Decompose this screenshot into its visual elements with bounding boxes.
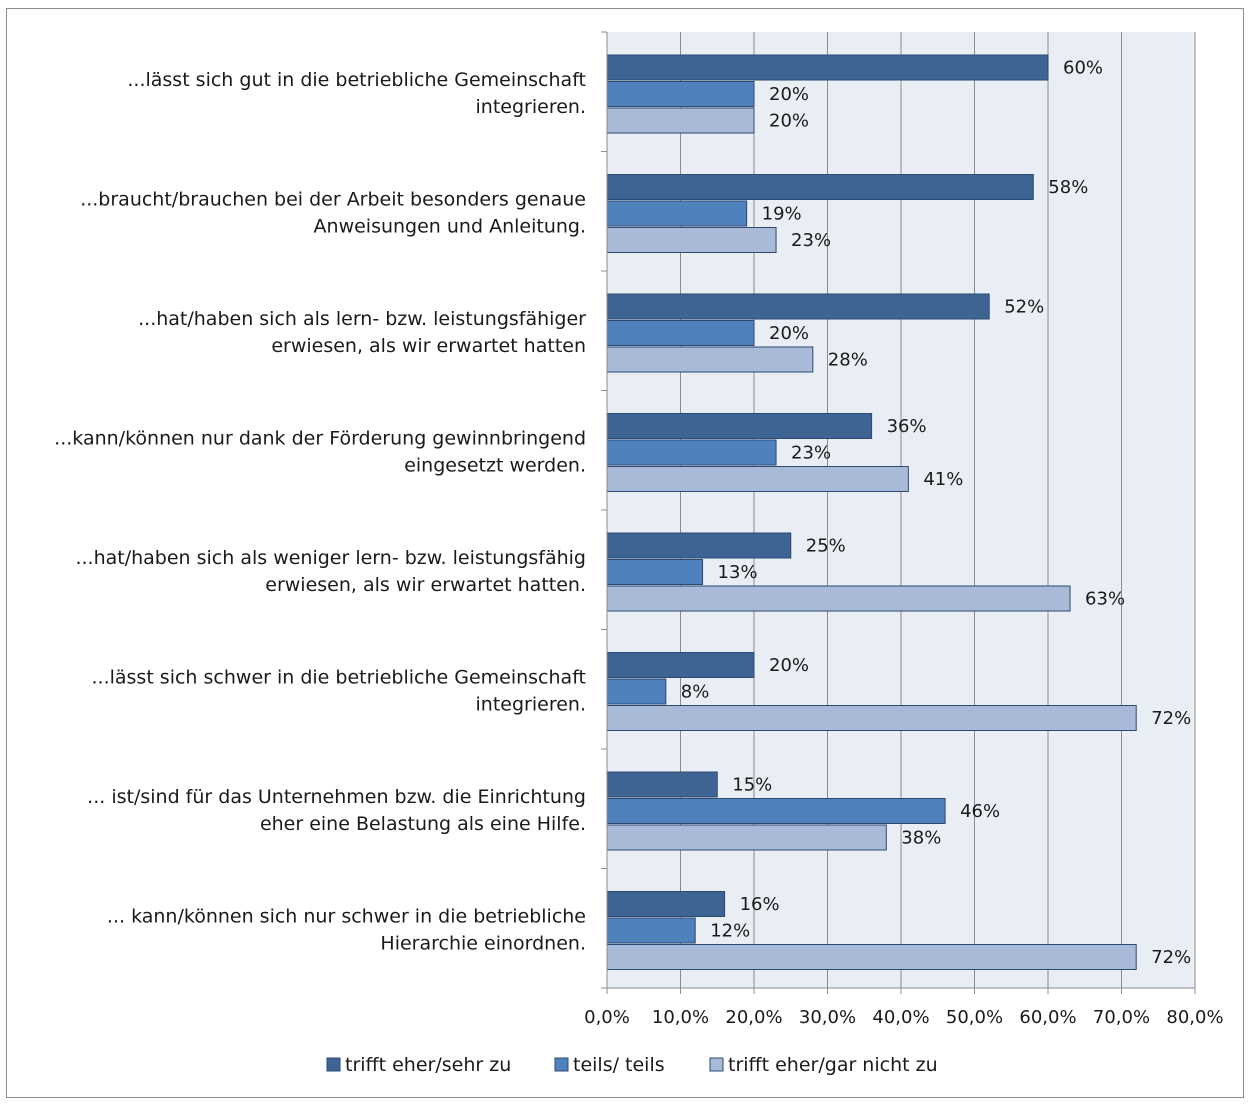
data-label: 23% — [791, 443, 831, 464]
bar — [606, 891, 726, 917]
bar — [606, 532, 792, 559]
x-tick-label: 50,0% — [946, 1007, 1003, 1028]
category-label: ...lässt sich schwer in die betriebliche… — [91, 667, 586, 689]
data-label: 58% — [1048, 177, 1088, 198]
bar — [606, 705, 1137, 731]
legend-swatch — [554, 1057, 569, 1072]
category-label: eher eine Belastung als eine Hilfe. — [260, 813, 586, 835]
x-tick-label: 70,0% — [1093, 1007, 1150, 1028]
bar — [606, 320, 755, 346]
data-label: 19% — [762, 204, 802, 225]
x-tick-label: 30,0% — [799, 1007, 856, 1028]
category-label: ...lässt sich gut in die betriebliche Ge… — [127, 69, 586, 91]
bar — [606, 81, 755, 107]
chart-frame: 60% 20% 20% 58% 19% 23% 52% 20% 28% 36% 23% 41% 25% 1… — [6, 8, 1244, 1098]
data-label: 28% — [828, 350, 868, 371]
category-label: Anweisungen und Anleitung. — [314, 216, 586, 238]
data-label: 20% — [769, 323, 809, 344]
x-tick-label: 80,0% — [1166, 1007, 1223, 1028]
bar — [606, 466, 909, 492]
x-tick-label: 40,0% — [872, 1007, 929, 1028]
data-label: 25% — [806, 536, 846, 557]
data-label: 41% — [923, 469, 963, 490]
bar-chart: 60% 20% 20% 58% 19% 23% 52% 20% 28% 36% 23% 41% 25% 1… — [54, 31, 1224, 1076]
bar — [606, 771, 718, 798]
data-label: 20% — [769, 655, 809, 676]
bar — [606, 200, 748, 227]
x-tick-label: 60,0% — [1019, 1007, 1076, 1028]
legend-label: trifft eher/gar nicht zu — [728, 1054, 938, 1076]
bar — [606, 652, 755, 678]
x-tick-label: 20,0% — [725, 1007, 782, 1028]
category-label: integrieren. — [476, 694, 586, 716]
bar — [606, 585, 1071, 612]
category-label: ...hat/haben sich als weniger lern- bzw.… — [75, 547, 586, 569]
data-label: 23% — [791, 230, 831, 251]
data-label: 38% — [901, 828, 941, 849]
category-label: Hierarchie einordnen. — [380, 933, 586, 955]
data-label: 46% — [960, 801, 1000, 822]
bar — [606, 346, 814, 373]
legend-swatch — [326, 1057, 341, 1072]
category-label: erwiesen, als wir erwartet hatten. — [265, 574, 586, 596]
bar — [606, 54, 1049, 81]
bar — [606, 944, 1137, 970]
data-label: 72% — [1151, 947, 1191, 968]
category-label: ... ist/sind für das Unternehmen bzw. di… — [87, 786, 586, 808]
bar — [606, 227, 777, 253]
bar — [606, 917, 696, 944]
data-label: 20% — [769, 111, 809, 132]
data-label: 16% — [740, 894, 780, 915]
data-label: 60% — [1063, 58, 1103, 79]
bar — [606, 293, 990, 320]
legend-label: teils/ teils — [573, 1054, 665, 1076]
category-label: ...hat/haben sich als lern- bzw. leistun… — [138, 308, 586, 330]
category-label: ... kann/können sich nur schwer in die b… — [107, 906, 586, 928]
legend-swatch — [709, 1057, 724, 1072]
bar — [606, 559, 704, 585]
data-label: 36% — [887, 416, 927, 437]
data-label: 8% — [681, 682, 710, 703]
data-label: 63% — [1085, 589, 1125, 610]
bar — [606, 824, 887, 851]
bar — [606, 439, 777, 466]
data-label: 15% — [732, 775, 772, 796]
category-label: integrieren. — [476, 96, 586, 118]
bar — [606, 413, 873, 439]
bar — [606, 107, 755, 134]
category-label: eingesetzt werden. — [404, 455, 586, 477]
data-label: 20% — [769, 84, 809, 105]
data-label: 13% — [718, 562, 758, 583]
x-tick-label: 10,0% — [652, 1007, 709, 1028]
data-label: 52% — [1004, 297, 1044, 318]
category-label: erwiesen, als wir erwartet hatten — [271, 335, 586, 357]
data-label: 12% — [710, 921, 750, 942]
bar — [606, 678, 667, 705]
category-label: ...kann/können nur dank der Förderung ge… — [54, 428, 586, 450]
bar — [606, 798, 946, 824]
legend-label: trifft eher/sehr zu — [345, 1054, 511, 1076]
bar — [606, 174, 1034, 200]
category-label: ...braucht/brauchen bei der Arbeit beson… — [80, 189, 586, 211]
x-tick-label: 0,0% — [584, 1007, 630, 1028]
data-label: 72% — [1151, 708, 1191, 729]
